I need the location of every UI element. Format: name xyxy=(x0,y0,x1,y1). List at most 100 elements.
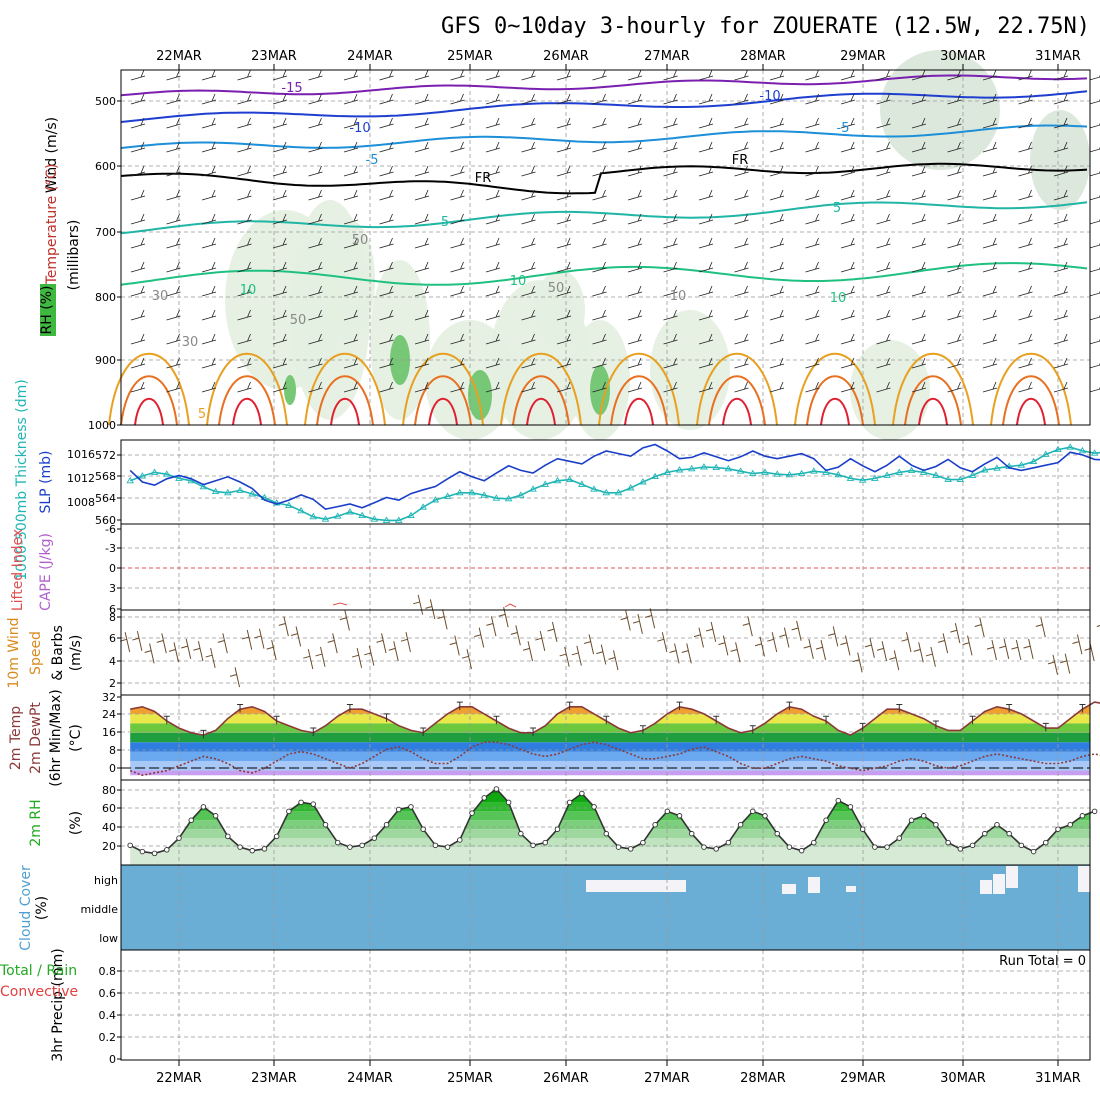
upper-label-rh: RH (%) xyxy=(39,286,55,335)
wind-barb xyxy=(379,189,394,201)
wind-barb xyxy=(734,333,749,345)
wind-speed-line-point xyxy=(1019,659,1024,665)
wind-barb xyxy=(485,357,501,369)
wind-barb xyxy=(805,165,820,177)
wind-barb xyxy=(237,237,252,249)
wind-speed-line-point xyxy=(579,665,585,671)
wind-barb xyxy=(308,117,323,129)
thickness-line-point xyxy=(1066,443,1075,450)
wind-speed-line-point xyxy=(530,660,536,666)
wind-speed-line-point xyxy=(848,655,853,660)
wind-barb xyxy=(130,237,146,249)
thickness-line-point xyxy=(785,470,794,478)
wind-barb xyxy=(592,93,607,105)
wind-barb xyxy=(237,309,252,321)
precip-label-c: Convective xyxy=(0,984,78,1000)
wind-barb xyxy=(982,213,998,225)
thickness-line-point xyxy=(333,512,342,519)
wind-barb xyxy=(343,237,359,249)
minmax-bar xyxy=(676,701,683,711)
cloud-level-label: high xyxy=(94,874,118,887)
wind-barb xyxy=(592,213,607,225)
rh-line-point xyxy=(1055,826,1061,832)
wind-barb xyxy=(1053,213,1069,225)
wind-barb xyxy=(805,117,820,129)
wind-barb xyxy=(805,93,820,105)
wind-barb xyxy=(698,381,714,393)
rh-line-point xyxy=(200,804,207,810)
thickness-line-point xyxy=(126,476,134,484)
surface-wind-barb xyxy=(632,613,644,637)
thickness-line-point xyxy=(968,471,977,478)
surface-wind-barb xyxy=(693,627,705,650)
surface-wind-barb xyxy=(156,633,168,656)
surface-wind-barb xyxy=(1060,653,1071,676)
wind-barb xyxy=(343,69,359,81)
wind-barb xyxy=(627,333,643,345)
wind-barb xyxy=(698,69,714,81)
wind-barb xyxy=(627,165,643,177)
thickness-line-point xyxy=(553,476,562,484)
rh-line-point xyxy=(896,835,903,841)
y-tick-label: 6 xyxy=(109,603,116,616)
surface-wind-barb xyxy=(889,650,900,673)
thickness-line-point xyxy=(211,487,220,495)
wind-barb xyxy=(166,69,181,81)
thickness-line-point xyxy=(932,471,940,478)
wind-barb xyxy=(876,117,891,129)
surface-wind-barb xyxy=(559,646,571,670)
wind-barb xyxy=(698,357,714,369)
contour-label: 10 xyxy=(240,283,257,298)
y-tick-label: 900 xyxy=(95,354,116,367)
wind-barb xyxy=(556,261,572,273)
thickness-line-point xyxy=(871,474,879,481)
wind-barb xyxy=(485,69,501,81)
wind10-label-unit: (m/s) xyxy=(68,635,84,672)
wind-barb xyxy=(840,237,856,249)
wind-barb xyxy=(450,357,465,369)
wind-barb xyxy=(379,333,394,345)
surface-wind-barb xyxy=(376,633,388,656)
y-tick-label-right: 1012 xyxy=(67,472,95,485)
surface-wind-barb xyxy=(303,649,314,672)
wind-barb xyxy=(698,213,714,225)
wind-speed-line-point xyxy=(811,658,817,664)
wind-barb xyxy=(840,261,856,273)
rh-line-point xyxy=(261,846,268,852)
rh-line-point xyxy=(127,842,133,849)
wind-speed-line-point xyxy=(1092,660,1097,666)
y-tick-label: 4 xyxy=(109,655,116,668)
date-label-bottom: 29MAR xyxy=(840,1071,886,1086)
wind-speed-line-point xyxy=(1006,658,1012,664)
temp-label-unit: (°C) xyxy=(68,724,84,752)
isotherm-diurnal xyxy=(794,352,876,426)
wind-barb xyxy=(201,93,217,105)
thickness-line-point xyxy=(1054,445,1062,453)
wind-barb xyxy=(1018,309,1033,321)
wind-barb xyxy=(308,333,323,345)
temp-band xyxy=(130,732,1090,743)
wind-barb xyxy=(876,141,891,153)
rh-line-point xyxy=(359,842,365,849)
thickness-line-point xyxy=(346,508,354,515)
wind-barb xyxy=(734,189,749,201)
wind-speed-line-point xyxy=(298,646,304,651)
contour-label: 10 xyxy=(830,291,847,306)
wind-barb xyxy=(521,357,536,369)
isotherm-diurnal-hot xyxy=(134,397,164,426)
surface-wind-barb xyxy=(1035,617,1047,640)
wind-barb xyxy=(1089,314,1100,321)
rh-line-point xyxy=(383,821,390,828)
wind-barb xyxy=(734,69,749,81)
rh-shade-high xyxy=(284,375,296,405)
wind-barb xyxy=(414,213,430,225)
wind-speed-line-point xyxy=(127,651,133,657)
wind-barb xyxy=(1018,189,1033,201)
rh-line-point xyxy=(298,799,304,806)
wind-barb xyxy=(130,93,146,105)
y-tick-label: 500 xyxy=(95,95,116,108)
surface-wind-barb xyxy=(132,630,143,654)
thickness-line-point xyxy=(956,475,965,483)
rh-band xyxy=(130,820,1090,830)
